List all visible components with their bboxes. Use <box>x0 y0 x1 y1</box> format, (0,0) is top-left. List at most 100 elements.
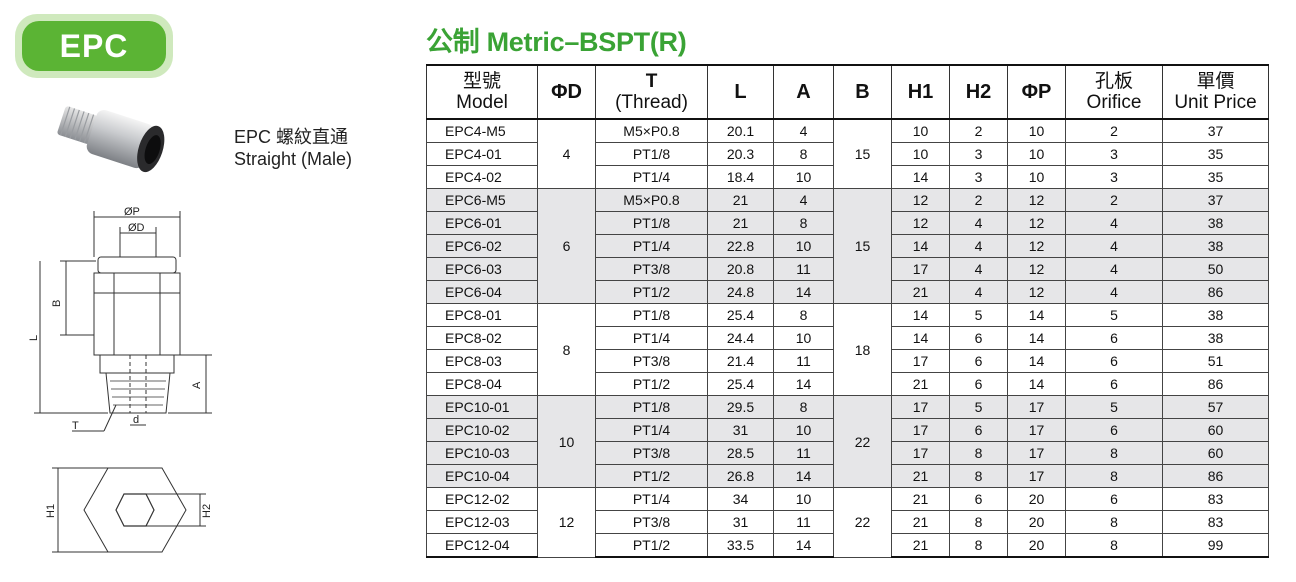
cell-h1: 10 <box>891 142 950 166</box>
cell-h1: 21 <box>891 487 950 511</box>
table-row: EPC6-01 PT1/8 21 8 12 4 12 4 38 <box>426 211 1269 235</box>
table-row: EPC10-02 PT1/4 31 10 17 6 17 6 60 <box>426 418 1269 442</box>
cell-orifice: 4 <box>1065 280 1163 304</box>
product-caption: EPC 螺紋直通 Straight (Male) <box>234 126 352 170</box>
cell-price: 38 <box>1162 211 1269 235</box>
table-row: EPC12-04 PT1/2 33.5 14 21 8 20 8 99 <box>426 533 1269 558</box>
cell-orifice: 5 <box>1065 395 1163 419</box>
cell-thread: M5×P0.8 <box>595 118 708 143</box>
cell-price: 86 <box>1162 464 1269 488</box>
cell-model: EPC6-02 <box>426 234 538 258</box>
cell-model: EPC6-01 <box>426 211 538 235</box>
cell-model: EPC8-04 <box>426 372 538 396</box>
cell-l: 18.4 <box>707 165 774 189</box>
cell-model: EPC10-02 <box>426 418 538 442</box>
cell-od: 10 <box>537 395 596 488</box>
cell-b: 22 <box>833 487 892 558</box>
cell-orifice: 5 <box>1065 303 1163 327</box>
column-header: ΦD <box>537 64 596 120</box>
cell-h1: 14 <box>891 165 950 189</box>
table-row: EPC6-04 PT1/2 24.8 14 21 4 12 4 86 <box>426 280 1269 304</box>
cell-h2: 8 <box>949 441 1008 465</box>
cell-model: EPC8-01 <box>426 303 538 327</box>
cell-a: 11 <box>773 510 834 534</box>
cell-h1: 21 <box>891 510 950 534</box>
cell-h2: 3 <box>949 142 1008 166</box>
cell-orifice: 4 <box>1065 211 1163 235</box>
dim-label-d: d <box>133 414 139 426</box>
cell-h2: 3 <box>949 165 1008 189</box>
cell-orifice: 2 <box>1065 188 1163 212</box>
cell-thread: PT1/8 <box>595 303 708 327</box>
column-header-primary: 型號 <box>462 71 501 92</box>
cell-h1: 14 <box>891 303 950 327</box>
cell-l: 29.5 <box>707 395 774 419</box>
cell-l: 25.4 <box>707 303 774 327</box>
cell-thread: PT3/8 <box>595 510 708 534</box>
cell-h1: 21 <box>891 533 950 558</box>
cell-p: 10 <box>1007 165 1066 189</box>
dim-label-d-outer: ØD <box>128 222 145 234</box>
dim-label-b: B <box>51 300 63 307</box>
table-row: EPC6-03 PT3/8 20.8 11 17 4 12 4 50 <box>426 257 1269 281</box>
spec-table-header: 型號 Model ΦD T (Thread) L A B H1 H2 ΦP 孔板 Orifice 單價 Un… <box>426 64 1269 120</box>
cell-h2: 4 <box>949 257 1008 281</box>
cell-a: 4 <box>773 188 834 212</box>
cell-thread: PT1/4 <box>595 165 708 189</box>
cell-a: 10 <box>773 487 834 511</box>
cell-p: 12 <box>1007 211 1066 235</box>
cell-h1: 10 <box>891 118 950 143</box>
cell-price: 60 <box>1162 441 1269 465</box>
cell-model: EPC8-02 <box>426 326 538 350</box>
hex-end-view-drawing: H1 H2 <box>45 467 213 553</box>
cell-orifice: 6 <box>1065 372 1163 396</box>
cell-p: 10 <box>1007 142 1066 166</box>
cell-h1: 17 <box>891 441 950 465</box>
cell-p: 12 <box>1007 280 1066 304</box>
cell-b: 15 <box>833 118 892 189</box>
cell-h2: 6 <box>949 418 1008 442</box>
cell-orifice: 8 <box>1065 464 1163 488</box>
cell-h1: 14 <box>891 326 950 350</box>
cell-price: 38 <box>1162 303 1269 327</box>
cell-p: 10 <box>1007 118 1066 143</box>
cell-l: 20.1 <box>707 118 774 143</box>
dim-label-l: L <box>28 335 40 341</box>
cell-h1: 17 <box>891 257 950 281</box>
cell-orifice: 8 <box>1065 533 1163 558</box>
cell-model: EPC6-03 <box>426 257 538 281</box>
column-header: B <box>833 64 892 120</box>
dim-label-a: A <box>191 381 203 389</box>
cell-b: 22 <box>833 395 892 488</box>
cell-a: 11 <box>773 349 834 373</box>
cell-price: 86 <box>1162 280 1269 304</box>
cell-p: 17 <box>1007 464 1066 488</box>
cell-b: 15 <box>833 188 892 304</box>
cell-model: EPC12-03 <box>426 510 538 534</box>
cell-model: EPC12-02 <box>426 487 538 511</box>
cell-h2: 8 <box>949 510 1008 534</box>
cell-price: 38 <box>1162 326 1269 350</box>
cell-thread: PT1/8 <box>595 211 708 235</box>
cell-l: 21 <box>707 211 774 235</box>
table-row: EPC4-02 PT1/4 18.4 10 14 3 10 3 35 <box>426 165 1269 189</box>
cell-thread: PT1/4 <box>595 234 708 258</box>
cell-orifice: 6 <box>1065 349 1163 373</box>
cell-b: 18 <box>833 303 892 396</box>
cell-model: EPC10-04 <box>426 464 538 488</box>
cell-h2: 6 <box>949 326 1008 350</box>
cell-orifice: 8 <box>1065 441 1163 465</box>
column-header: 型號 Model <box>426 64 538 120</box>
cell-l: 21.4 <box>707 349 774 373</box>
cell-thread: PT1/8 <box>595 142 708 166</box>
cell-l: 20.8 <box>707 257 774 281</box>
cell-p: 20 <box>1007 487 1066 511</box>
product-badge: EPC <box>15 14 173 78</box>
column-header: H2 <box>949 64 1008 120</box>
cell-model: EPC8-03 <box>426 349 538 373</box>
cell-h2: 5 <box>949 395 1008 419</box>
cell-model: EPC10-01 <box>426 395 538 419</box>
column-header: 單價 Unit Price <box>1162 64 1269 120</box>
table-row: EPC12-03 PT3/8 31 11 21 8 20 8 83 <box>426 510 1269 534</box>
cell-price: 57 <box>1162 395 1269 419</box>
